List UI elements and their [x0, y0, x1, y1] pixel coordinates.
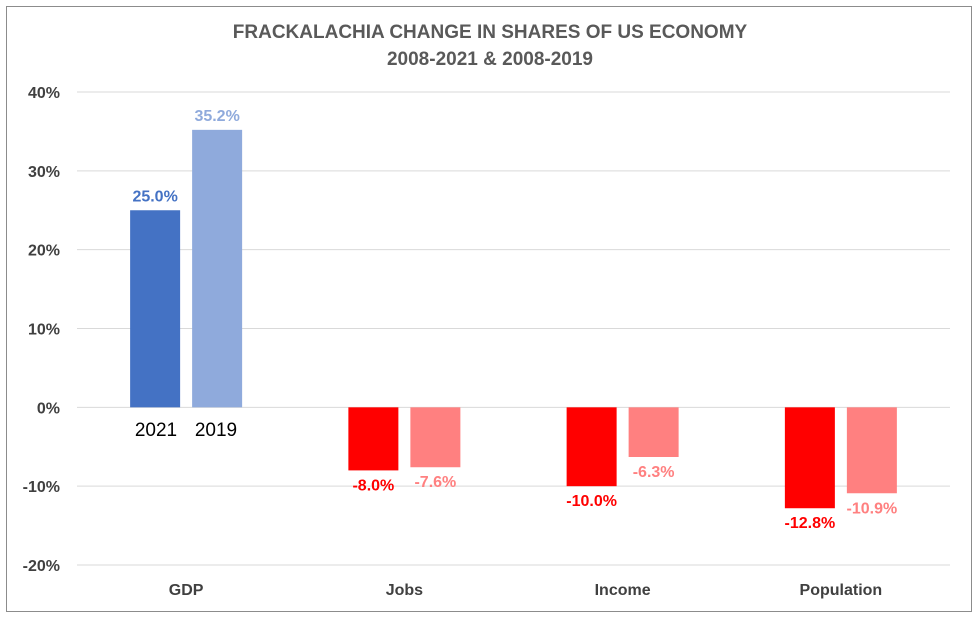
- chart-subtitle: 2008-2021 & 2008-2019: [387, 49, 593, 70]
- data-label: 25.0%: [132, 188, 177, 205]
- category-label: Jobs: [386, 582, 423, 599]
- bar: [784, 407, 835, 509]
- y-tick-label: 20%: [28, 243, 60, 260]
- bar: [628, 407, 679, 457]
- bar: [192, 129, 243, 408]
- data-label: -10.9%: [847, 500, 898, 517]
- category-label: Income: [595, 582, 651, 599]
- data-label: -6.3%: [633, 464, 675, 481]
- bar: [130, 210, 181, 408]
- data-labels: 25.0% 35.2% -8.0% -7.6% -10.0% -6.3% -12.8% -10…: [132, 108, 897, 532]
- y-tick-label: -10%: [23, 479, 60, 496]
- category-label: GDP: [169, 582, 204, 599]
- series-year-labels: 2021 2019: [135, 420, 237, 441]
- data-label: -8.0%: [352, 477, 394, 494]
- data-label: -10.0%: [566, 493, 617, 510]
- y-tick-label: 40%: [28, 85, 60, 102]
- y-axis-ticks: 40% 30% 20% 10% 0% -10% -20%: [23, 85, 60, 575]
- y-tick-label: 10%: [28, 322, 60, 339]
- bars: [130, 129, 897, 509]
- data-label: 35.2%: [194, 108, 239, 125]
- category-label: Population: [800, 582, 883, 599]
- series-label-2021: 2021: [135, 420, 177, 441]
- y-tick-label: 0%: [37, 400, 60, 417]
- bar: [846, 407, 897, 494]
- chart-title: FRACKALACHIA CHANGE IN SHARES OF US ECON…: [233, 22, 748, 70]
- bar: [348, 407, 399, 471]
- bar: [410, 407, 461, 468]
- data-label: -7.6%: [414, 474, 456, 491]
- series-label-2019: 2019: [195, 420, 237, 441]
- category-labels: GDP Jobs Income Population: [169, 582, 882, 599]
- chart-title-line1: FRACKALACHIA CHANGE IN SHARES OF US ECON…: [233, 22, 748, 43]
- bar: [566, 407, 617, 487]
- y-tick-label: 30%: [28, 164, 60, 181]
- y-tick-label: -20%: [23, 558, 60, 575]
- data-label: -12.8%: [785, 515, 836, 532]
